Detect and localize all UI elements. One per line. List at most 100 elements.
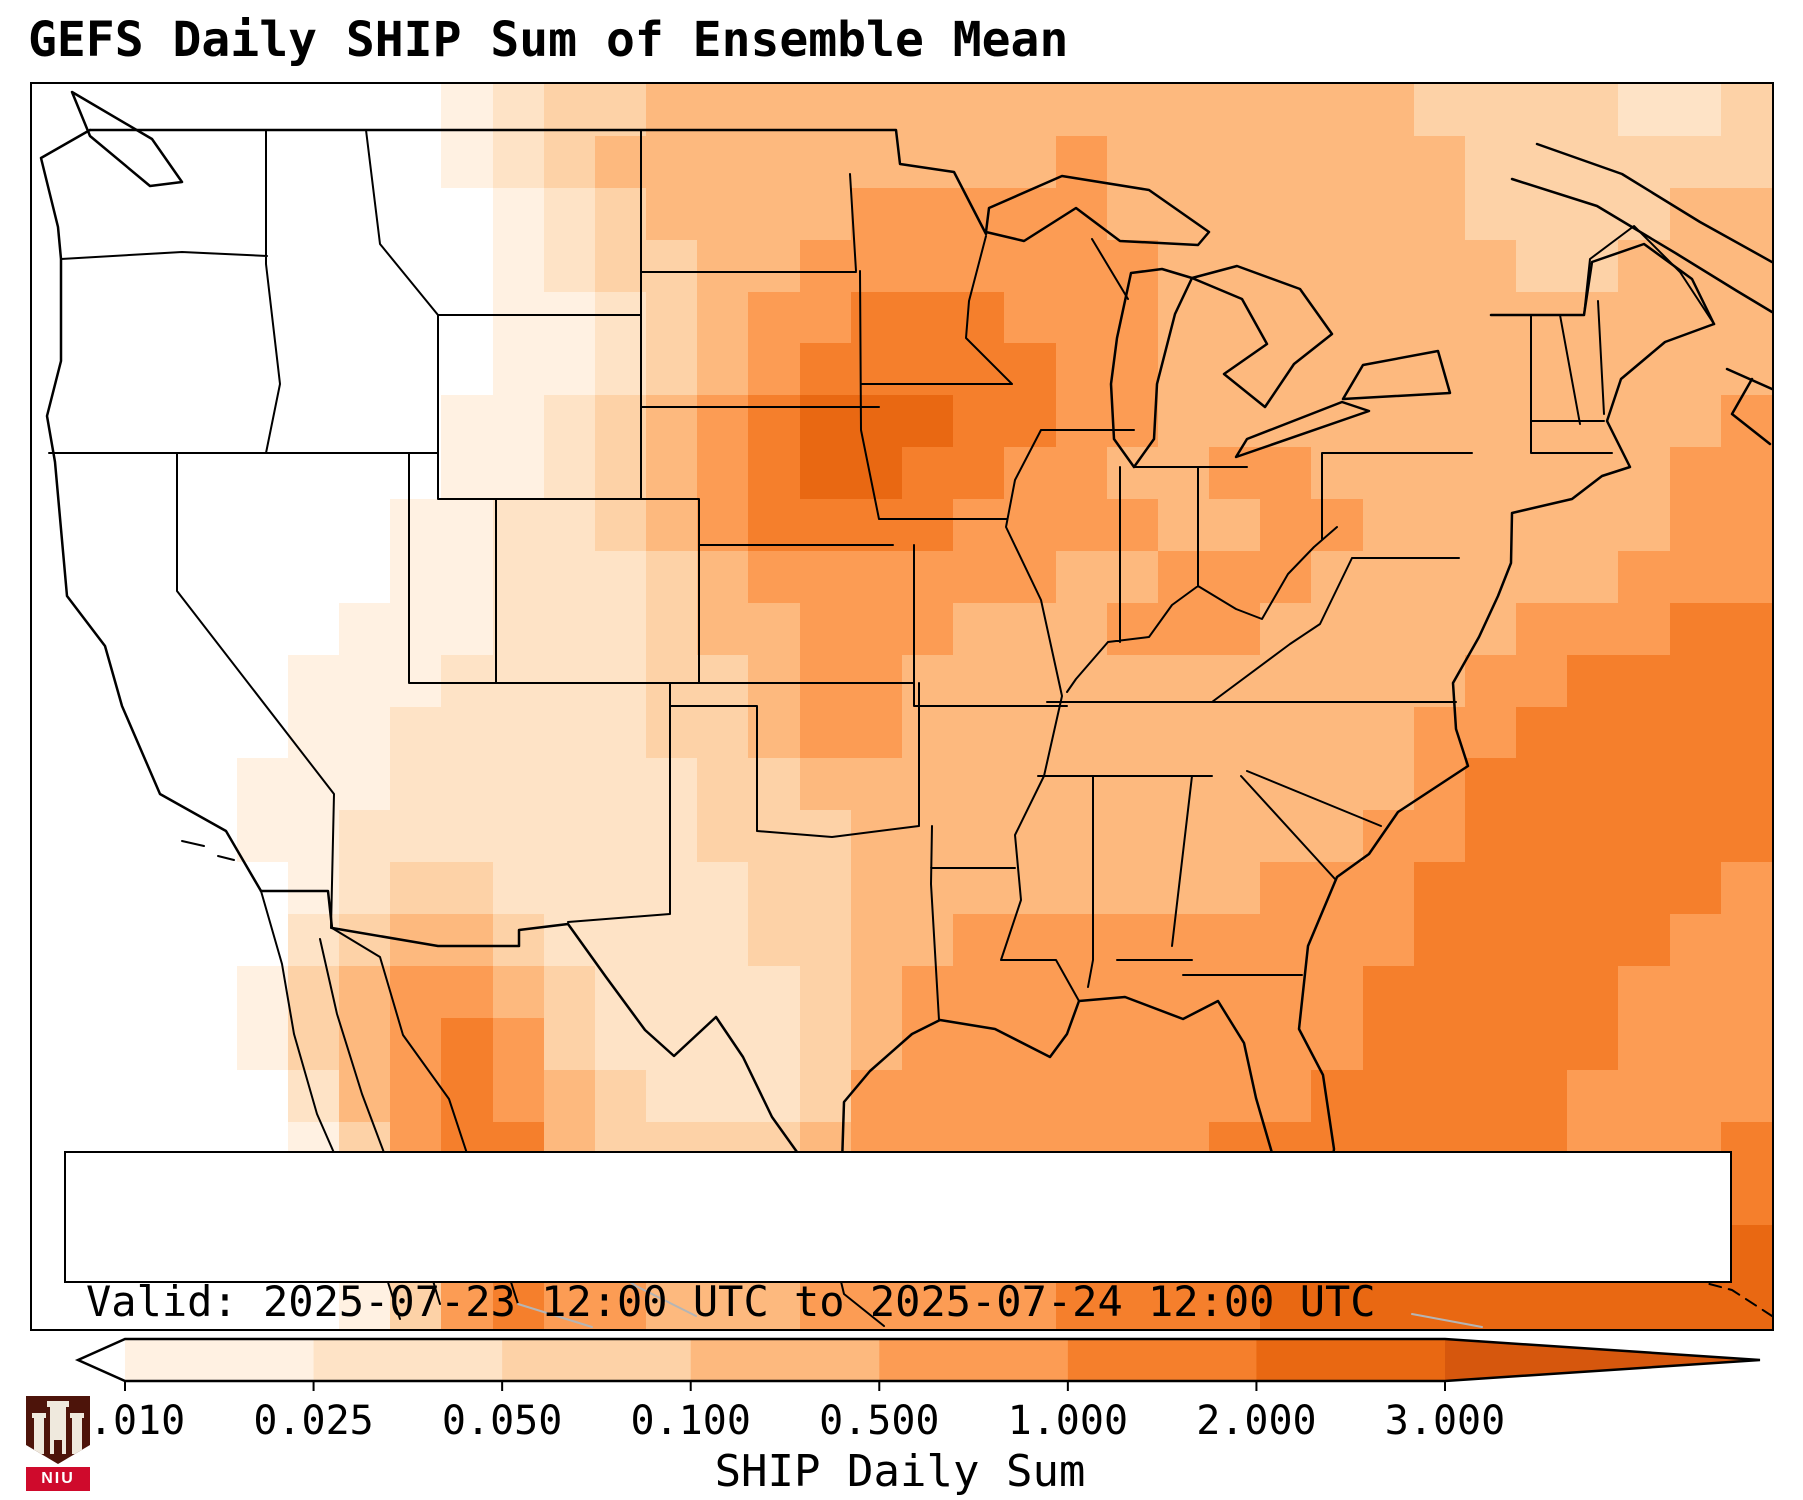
heatmap-cell bbox=[1720, 135, 1772, 188]
heatmap-cell bbox=[953, 810, 1005, 863]
heatmap-cell bbox=[492, 550, 544, 603]
heatmap-cell bbox=[1618, 758, 1670, 811]
heatmap-cell bbox=[1004, 1069, 1056, 1122]
heatmap-cell bbox=[236, 1069, 288, 1122]
heatmap-cell bbox=[1106, 810, 1158, 863]
heatmap-cell bbox=[799, 135, 851, 188]
heatmap-cell bbox=[287, 706, 340, 759]
heatmap-cell bbox=[441, 758, 493, 811]
heatmap-cell bbox=[1106, 602, 1158, 655]
heatmap-cell bbox=[287, 810, 340, 863]
heatmap-cell bbox=[1311, 239, 1363, 292]
heatmap-cell bbox=[697, 84, 749, 136]
heatmap-cell bbox=[1413, 1277, 1465, 1329]
heatmap-cell bbox=[850, 1017, 902, 1070]
heatmap-cell bbox=[646, 862, 698, 914]
heatmap-cell bbox=[1055, 84, 1107, 136]
heatmap-cell bbox=[1260, 654, 1312, 707]
heatmap-cell bbox=[134, 239, 186, 292]
heatmap-cell bbox=[1567, 499, 1619, 551]
heatmap-cell bbox=[83, 1069, 135, 1122]
heatmap-cell bbox=[748, 291, 800, 344]
heatmap-cell bbox=[134, 395, 186, 448]
heatmap-cell bbox=[850, 187, 902, 240]
heatmap-cell bbox=[287, 499, 340, 551]
heatmap-cell bbox=[799, 1017, 851, 1070]
heatmap-cell bbox=[1567, 810, 1619, 863]
colorbar-segment bbox=[1445, 1339, 1760, 1381]
heatmap-cell bbox=[646, 965, 698, 1018]
heatmap-cell bbox=[953, 914, 1005, 966]
colorbar-tick-label: 0.050 bbox=[441, 1398, 563, 1444]
heatmap-cell bbox=[1157, 447, 1210, 499]
heatmap-cell bbox=[134, 654, 186, 707]
heatmap-cell bbox=[748, 84, 800, 136]
heatmap-cell bbox=[339, 499, 391, 551]
heatmap-cell bbox=[185, 914, 237, 966]
heatmap-cell bbox=[134, 187, 186, 240]
heatmap-cell bbox=[799, 395, 851, 448]
heatmap-cell bbox=[236, 135, 288, 188]
colorbar-label: SHIP Daily Sum bbox=[714, 1446, 1086, 1497]
heatmap-cell bbox=[543, 1017, 595, 1070]
heatmap-cell bbox=[441, 1277, 493, 1329]
heatmap-cell bbox=[185, 654, 237, 707]
heatmap-cell bbox=[646, 499, 698, 551]
heatmap-cell bbox=[390, 343, 442, 396]
heatmap-cell bbox=[441, 602, 493, 655]
heatmap-cell bbox=[492, 239, 544, 292]
heatmap-cell bbox=[1106, 291, 1158, 344]
heatmap-cell bbox=[441, 914, 493, 966]
heatmap-cell bbox=[1618, 239, 1670, 292]
heatmap-cell bbox=[1004, 343, 1056, 396]
heatmap-cell bbox=[1464, 343, 1517, 396]
heatmap-cell bbox=[1157, 84, 1210, 136]
heatmap-cell bbox=[441, 1069, 493, 1122]
heatmap-cell bbox=[1567, 654, 1619, 707]
heatmap-cell bbox=[594, 1069, 647, 1122]
heatmap-cell bbox=[902, 447, 954, 499]
heatmap-cell bbox=[83, 291, 135, 344]
heatmap-cell bbox=[390, 1277, 442, 1329]
niu-logo: NIU bbox=[26, 1396, 90, 1491]
heatmap-cell bbox=[1567, 343, 1619, 396]
heatmap-cell bbox=[1311, 602, 1363, 655]
canada-us-border bbox=[88, 128, 988, 236]
heatmap-cell bbox=[1106, 499, 1158, 551]
heatmap-cell bbox=[1106, 239, 1158, 292]
heatmap-cell bbox=[1720, 447, 1772, 499]
heatmap-cell bbox=[594, 239, 647, 292]
heatmap-cell bbox=[492, 187, 544, 240]
heatmap-cell bbox=[902, 395, 954, 448]
heatmap-cell bbox=[748, 343, 800, 396]
heatmap-cell bbox=[1464, 1069, 1517, 1122]
heatmap-cell bbox=[697, 343, 749, 396]
heatmap-cell bbox=[134, 84, 186, 136]
heatmap-cell bbox=[1413, 239, 1465, 292]
heatmap-cell bbox=[1362, 343, 1414, 396]
heatmap-cell bbox=[543, 1069, 595, 1122]
heatmap-cell bbox=[236, 447, 288, 499]
heatmap-cell bbox=[390, 602, 442, 655]
heatmap-cell bbox=[1106, 550, 1158, 603]
heatmap-cell bbox=[32, 758, 84, 811]
heatmap-cell bbox=[1157, 291, 1210, 344]
heatmap-cell bbox=[1055, 758, 1107, 811]
heatmap-cell bbox=[1464, 395, 1517, 448]
heatmap-cell bbox=[953, 550, 1005, 603]
heatmap-cell bbox=[953, 395, 1005, 448]
heatmap-cell bbox=[543, 135, 595, 188]
heatmap-cell bbox=[799, 187, 851, 240]
heatmap-cell bbox=[185, 187, 237, 240]
heatmap-cell bbox=[799, 291, 851, 344]
heatmap-cell bbox=[902, 550, 954, 603]
heatmap-cell bbox=[1055, 1069, 1107, 1122]
heatmap-cell bbox=[185, 550, 237, 603]
heatmap-cell bbox=[594, 602, 647, 655]
heatmap-cell bbox=[1567, 84, 1619, 136]
heatmap-cell bbox=[1567, 965, 1619, 1018]
colorbar-band bbox=[690, 1339, 881, 1381]
heatmap-cell bbox=[1720, 965, 1772, 1018]
heatmap-cell bbox=[850, 810, 902, 863]
heatmap-cell bbox=[134, 914, 186, 966]
